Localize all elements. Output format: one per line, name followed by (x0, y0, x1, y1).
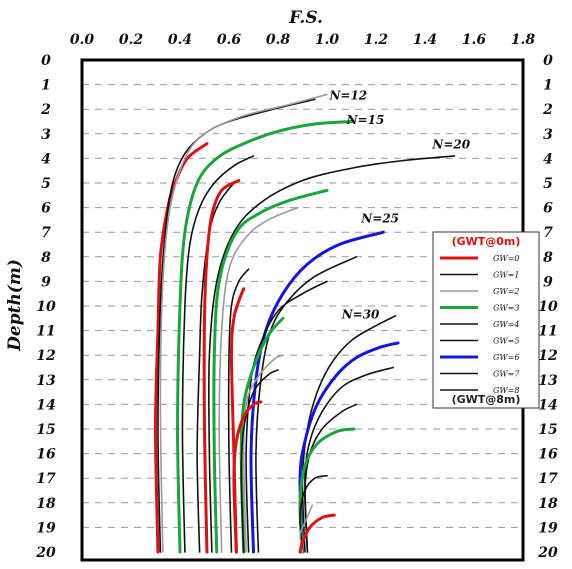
y-tick-label-right: 5 (543, 176, 553, 192)
y-tick-label-left: 2 (40, 102, 51, 118)
y-tick-label-left: 9 (41, 274, 51, 290)
y-axis-label: Depth(m) (5, 259, 25, 352)
y-tick-label-right: 18 (538, 496, 558, 512)
y-tick-label-left: 4 (41, 151, 51, 167)
y-tick-label-right: 4 (543, 151, 553, 167)
legend-box (432, 231, 540, 409)
fs-curve-gw3 (176, 120, 353, 554)
fs-curve-gw0 (298, 513, 336, 554)
curve-group-label: N=20 (431, 138, 470, 152)
y-tick-label-right: 12 (538, 348, 558, 364)
fs-curve-gw6 (249, 230, 385, 554)
legend: (GWT@0m) GW=0 GW=1 GW=2 GW=3 GW=4 GW=5 GW=6 GW=7… (432, 231, 540, 409)
y-tick-label-right: 9 (543, 274, 553, 290)
x-tick-label: 1.2 (364, 32, 389, 48)
y-tick-label-left: 15 (36, 422, 55, 438)
fs-curve-gw4 (181, 155, 255, 553)
legend-note-top: (GWT@0m) (452, 235, 521, 248)
fs-curve-gw7 (304, 366, 394, 553)
y-tick-label-left: 11 (36, 324, 55, 340)
y-tick-label-left: 1 (41, 78, 51, 94)
y-tick-label-left: 12 (36, 348, 56, 364)
fs-curve-gw5 (304, 403, 358, 553)
fs-curve-gw4 (227, 268, 250, 553)
x-axis-ticks: 0.0 0.2 0.4 0.6 0.8 1.0 1.2 1.4 1.6 1.8 (70, 32, 536, 48)
x-tick-label: 0.0 (70, 32, 95, 48)
y-tick-label-left: 14 (36, 397, 55, 413)
y-tick-label-left: 20 (35, 545, 56, 561)
x-tick-label: 0.2 (119, 32, 144, 48)
y-tick-label-left: 7 (41, 225, 51, 241)
y-tick-label-right: 1 (543, 78, 553, 94)
fs-curve-gw1 (207, 155, 456, 553)
y-tick-label-left: 3 (41, 127, 51, 143)
y-tick-label-right: 19 (538, 520, 558, 536)
legend-note-bottom: (GWT@8m) (452, 393, 521, 406)
curve-series (153, 93, 456, 554)
legend-label: GW=0 (493, 254, 519, 263)
fs-curve-gw7 (245, 280, 328, 553)
y-tick-label-right: 20 (537, 545, 558, 561)
legend-label: GW=2 (493, 287, 519, 296)
y-tick-label-left: 19 (36, 520, 56, 536)
y-tick-label-right: 16 (538, 447, 558, 463)
legend-label: GW=3 (493, 304, 519, 313)
n-value-labels: N=12 N=15 N=20 N=25 N=30 (328, 88, 470, 321)
x-tick-label: 1.0 (315, 32, 340, 48)
legend-label: GW=6 (493, 353, 519, 362)
fs-curve-gw1 (301, 315, 397, 553)
fs-curve-gw0 (202, 179, 241, 554)
fs-curve-gw1 (157, 98, 316, 553)
x-tick-label: 1.6 (462, 32, 487, 48)
y-tick-label-left: 18 (36, 496, 56, 512)
x-tick-label: 0.8 (266, 32, 291, 48)
y-tick-label-left: 13 (36, 373, 56, 389)
curve-group-label: N=30 (341, 307, 380, 321)
fs-curve-gw5 (196, 182, 235, 553)
curve-group-label: N=12 (328, 88, 367, 102)
y-tick-label-left: 5 (41, 176, 51, 192)
fs-curve-gw2 (218, 206, 299, 553)
fs-curve-gw6 (298, 341, 400, 554)
legend-label: GW=8 (493, 386, 519, 395)
chart-title: F.S. (288, 8, 323, 28)
y-tick-label-left: 10 (36, 299, 56, 315)
fs-curve-gw0 (232, 400, 263, 554)
fs-curve-gw2 (159, 93, 328, 553)
fs-curve-gw2 (242, 354, 284, 553)
y-tick-label-left: 6 (41, 201, 51, 217)
fs-curve-gw3 (212, 188, 329, 554)
fs-curve-gw0 (153, 142, 209, 554)
y-tick-label-right: 17 (538, 471, 558, 487)
x-tick-label: 1.4 (413, 32, 437, 48)
y-tick-label-right: 8 (543, 250, 553, 266)
x-tick-label: 0.4 (168, 32, 192, 48)
y-tick-label-right: 6 (543, 201, 553, 217)
fs-curve-gw8 (299, 474, 328, 553)
y-tick-label-right: 0 (543, 53, 553, 69)
y-tick-label-left: 0 (41, 53, 51, 69)
y-tick-label-right: 11 (538, 324, 557, 340)
y-tick-label-left: 16 (36, 447, 56, 463)
y-tick-label-right: 14 (538, 397, 557, 413)
curve-group-label: N=25 (360, 211, 399, 225)
y-tick-label-left: 8 (41, 250, 51, 266)
y-tick-label-right: 15 (538, 422, 557, 438)
y-tick-label-right: 13 (538, 373, 558, 389)
legend-label: GW=1 (493, 271, 519, 280)
x-tick-label: 0.6 (217, 32, 242, 48)
x-tick-label: 1.8 (511, 32, 536, 48)
legend-label: GW=7 (493, 370, 520, 379)
y-tick-label-right: 10 (538, 299, 558, 315)
legend-label: GW=5 (493, 337, 519, 346)
y-tick-label-right: 7 (543, 225, 553, 241)
y-tick-label-left: 17 (36, 471, 56, 487)
legend-label: GW=4 (493, 320, 519, 329)
curve-group-label: N=15 (346, 113, 385, 127)
y-tick-label-right: 3 (543, 127, 553, 143)
y-tick-label-right: 2 (542, 102, 553, 118)
